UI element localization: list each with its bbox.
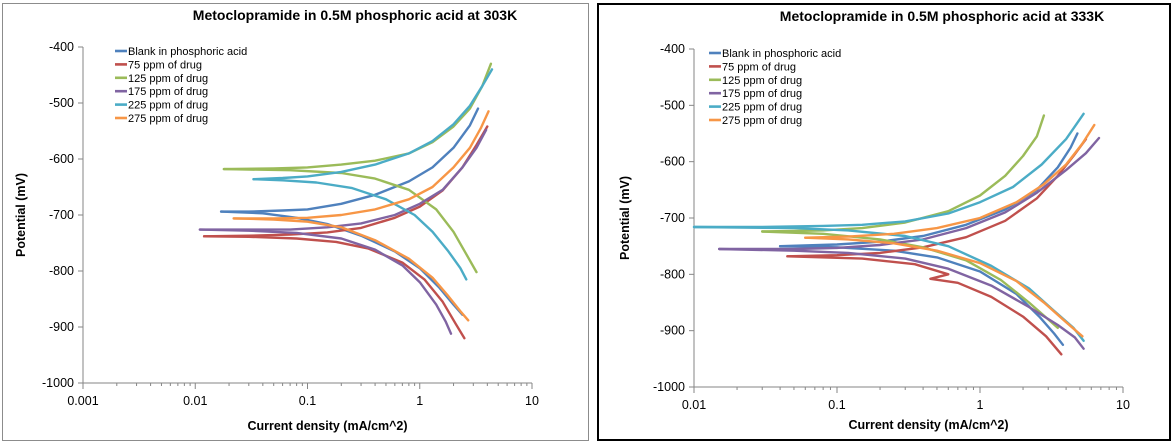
x-tick-label: 1	[416, 394, 423, 408]
chart-title: Metoclopramide in 0.5M phosphoric acid a…	[193, 7, 517, 23]
series-line-cathodic	[252, 177, 468, 281]
series-line-anodic	[692, 112, 1085, 229]
y-tick-label: -900	[49, 320, 74, 334]
series-line-cathodic	[219, 210, 464, 316]
x-tick-label: 10	[1116, 398, 1130, 412]
y-tick-label: -700	[49, 208, 74, 222]
y-tick-label: -700	[660, 211, 685, 225]
series-line-cathodic	[786, 255, 1063, 356]
series-line-anodic	[252, 68, 494, 181]
y-tick-label: -400	[660, 42, 685, 56]
series-blank-in-phosphoric-acid	[778, 132, 1079, 346]
series-225-ppm-of-drug	[252, 68, 494, 281]
y-axis-title: Potential (mV)	[618, 176, 632, 260]
series-line-anodic	[717, 136, 1101, 251]
series-225-ppm-of-drug	[692, 112, 1085, 342]
series-275-ppm-of-drug	[232, 110, 490, 322]
x-axis-title: Current density (mA/cm^2)	[247, 419, 407, 433]
series-line-anodic	[222, 62, 493, 171]
legend-label: 175 ppm of drug	[722, 88, 802, 100]
legend-label: 225 ppm of drug	[128, 100, 208, 112]
series-line-cathodic	[804, 236, 1084, 338]
series-line-cathodic	[222, 167, 478, 274]
x-tick-label: 0.01	[682, 398, 706, 412]
series-line-cathodic	[778, 244, 1065, 346]
chart-333k: Metoclopramide in 0.5M phosphoric acid a…	[618, 8, 1130, 432]
chart-panel-333k: Metoclopramide in 0.5M phosphoric acid a…	[597, 3, 1171, 441]
series-line-anodic	[778, 132, 1079, 248]
x-tick-label: 1	[977, 398, 984, 412]
legend-label: 125 ppm of drug	[128, 73, 208, 85]
y-axis-title: Potential (mV)	[14, 173, 28, 257]
x-tick-label: 10	[525, 394, 539, 408]
legend-label: 75 ppm of drug	[722, 61, 796, 73]
y-tick-label: -800	[660, 267, 685, 281]
series-175-ppm-of-drug	[198, 128, 488, 335]
series-line-anodic	[219, 107, 480, 213]
series-line-anodic	[232, 110, 490, 220]
x-axis-title: Current density (mA/cm^2)	[848, 418, 1008, 432]
legend-label: 225 ppm of drug	[722, 102, 802, 114]
x-tick-label: 0.1	[299, 394, 316, 408]
series-175-ppm-of-drug	[717, 136, 1101, 350]
series-line-cathodic	[198, 228, 453, 335]
legend-label: Blank in phosphoric acid	[722, 48, 841, 60]
legend-label: Blank in phosphoric acid	[128, 46, 247, 58]
series-line-cathodic	[232, 217, 470, 322]
series-75-ppm-of-drug	[202, 125, 489, 340]
y-tick-label: -500	[49, 96, 74, 110]
series-line-anodic	[804, 123, 1096, 239]
x-tick-label: 0.1	[828, 398, 845, 412]
series-line-cathodic	[717, 247, 1085, 350]
y-tick-label: -600	[49, 152, 74, 166]
y-tick-label: -500	[660, 98, 685, 112]
series-275-ppm-of-drug	[804, 123, 1096, 338]
series-line-anodic	[198, 128, 488, 231]
y-tick-label: -1000	[653, 380, 685, 394]
y-tick-label: -600	[660, 155, 685, 169]
chart-303k: Metoclopramide in 0.5M phosphoric acid a…	[14, 7, 539, 433]
y-tick-label: -1000	[42, 376, 74, 390]
y-tick-label: -400	[49, 40, 74, 54]
y-tick-label: -900	[660, 324, 685, 338]
x-tick-label: 0.001	[67, 394, 98, 408]
y-tick-label: -800	[49, 264, 74, 278]
chart-panel-303k: Metoclopramide in 0.5M phosphoric acid a…	[2, 3, 589, 441]
legend-label: 275 ppm of drug	[128, 113, 208, 125]
series-blank-in-phosphoric-acid	[219, 107, 480, 316]
series-line-cathodic	[202, 235, 466, 340]
legend-label: 175 ppm of drug	[128, 86, 208, 98]
legend-label: 275 ppm of drug	[722, 115, 802, 127]
legend-label: 125 ppm of drug	[722, 75, 802, 87]
x-tick-label: 0.01	[183, 394, 207, 408]
chart-title: Metoclopramide in 0.5M phosphoric acid a…	[780, 8, 1104, 24]
legend-label: 75 ppm of drug	[128, 59, 202, 71]
